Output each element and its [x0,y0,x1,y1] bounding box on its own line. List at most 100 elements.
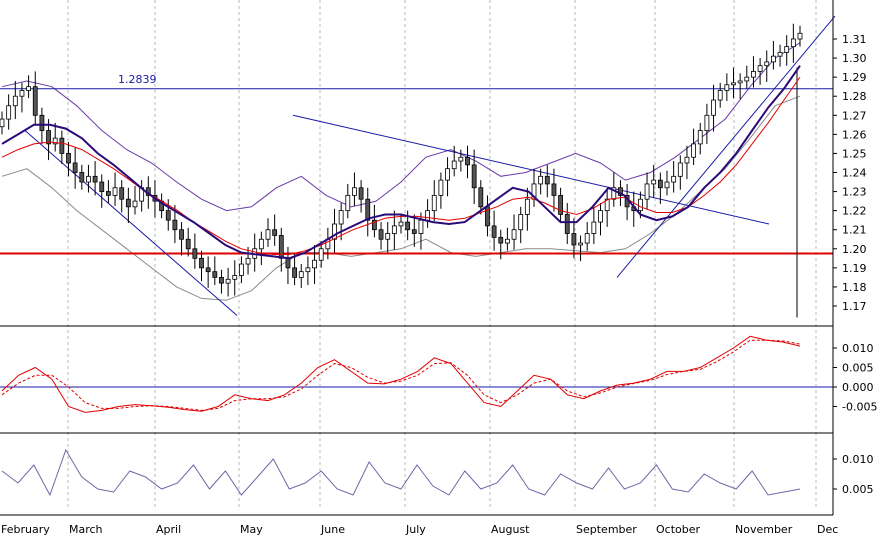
candle-body [764,61,770,67]
candle-body [6,105,12,120]
candle-body [657,179,663,189]
resistance-trend-line [292,114,770,225]
candle-body [39,114,45,131]
candle-body [92,175,98,183]
candle-body [544,175,550,185]
price-tick-label: 1.24 [842,167,867,180]
month-label: August [491,523,530,536]
macd-signal-line [1,339,801,411]
candle-body [285,257,291,269]
month-label: April [156,523,181,536]
month-label: Dec [817,523,838,536]
candle-body [471,164,477,189]
candle-body [638,198,643,212]
candle-body [292,267,298,278]
lower-band [1,95,801,301]
osc-tick-label: 0.005 [842,483,874,496]
price-tick-label: 1.31 [842,33,867,46]
candle-body [558,194,563,215]
candle-body [598,210,603,223]
candle-body [72,162,78,173]
candle-body [604,198,610,212]
month-label: June [320,523,345,536]
oscillator-panel [1,448,801,497]
candle-body [405,221,411,231]
candle-body [385,233,391,240]
month-label: May [240,523,263,536]
candle-body [125,198,131,208]
candle-body [691,143,696,158]
candle-body [199,257,204,269]
candle-body [451,160,457,170]
candle-body [19,90,25,97]
candle-body [671,175,677,183]
candle-body [498,236,504,244]
candle-body [704,114,710,131]
candle-body [59,137,65,154]
candle-body [398,221,404,227]
macd-tick-label: -0.005 [842,401,877,414]
candle-body [338,210,344,225]
candle-body [99,181,105,192]
candle-body [677,162,683,177]
candle-body [312,259,317,269]
candle-body [790,38,796,48]
candle-body [79,172,85,183]
candle-body [272,229,278,236]
price-tick-label: 1.23 [842,186,867,199]
candle-body [551,183,557,196]
candle-body [538,175,544,185]
candle-body [724,84,730,91]
candle-body [192,248,198,259]
candle-body [258,238,264,250]
resistance-label: 1.2839 [118,73,157,86]
candle-body [411,229,417,234]
candle-body [564,214,570,234]
candle-body [697,130,703,145]
candle-body [431,194,437,212]
price-panel: 1.2839 [0,15,836,318]
candle-body [332,223,337,240]
candle-body [352,187,357,196]
month-label: March [69,523,103,536]
price-tick-label: 1.20 [842,243,867,256]
candle-body [744,76,750,82]
candle-body [711,99,716,116]
price-tick-label: 1.22 [842,205,867,218]
candle-body [345,194,351,212]
candle-body [86,175,91,183]
candle-body [465,156,470,166]
macd-tick-label: 0.000 [842,381,874,394]
candle-body [32,86,38,116]
candle-body [425,210,431,221]
macd-tick-label: 0.010 [842,342,874,355]
price-tick-label: 1.29 [842,71,867,84]
price-tick-label: 1.30 [842,52,867,65]
candle-body [524,198,530,215]
candle-body [225,278,231,284]
candle-body [391,225,397,234]
candle-body [52,137,58,145]
price-tick-label: 1.18 [842,281,867,294]
candle-body [491,225,497,238]
candle-body [504,238,510,244]
candle-body [205,267,211,273]
candle-body [185,238,191,250]
candle-body [172,219,178,231]
candle-body [318,248,324,261]
candle-body [651,179,657,185]
candle-body [165,210,171,221]
month-label: July [405,523,426,536]
price-tick-label: 1.19 [842,262,867,275]
candle-body [445,168,450,181]
macd-line [1,335,801,413]
candle-body [371,219,377,231]
month-label: February [1,523,50,536]
candle-body [106,191,111,196]
macd-panel [0,335,833,413]
uptrend-line [616,15,836,278]
downtrend-line [24,130,238,316]
candle-body [584,233,590,244]
candle-body [119,187,125,200]
